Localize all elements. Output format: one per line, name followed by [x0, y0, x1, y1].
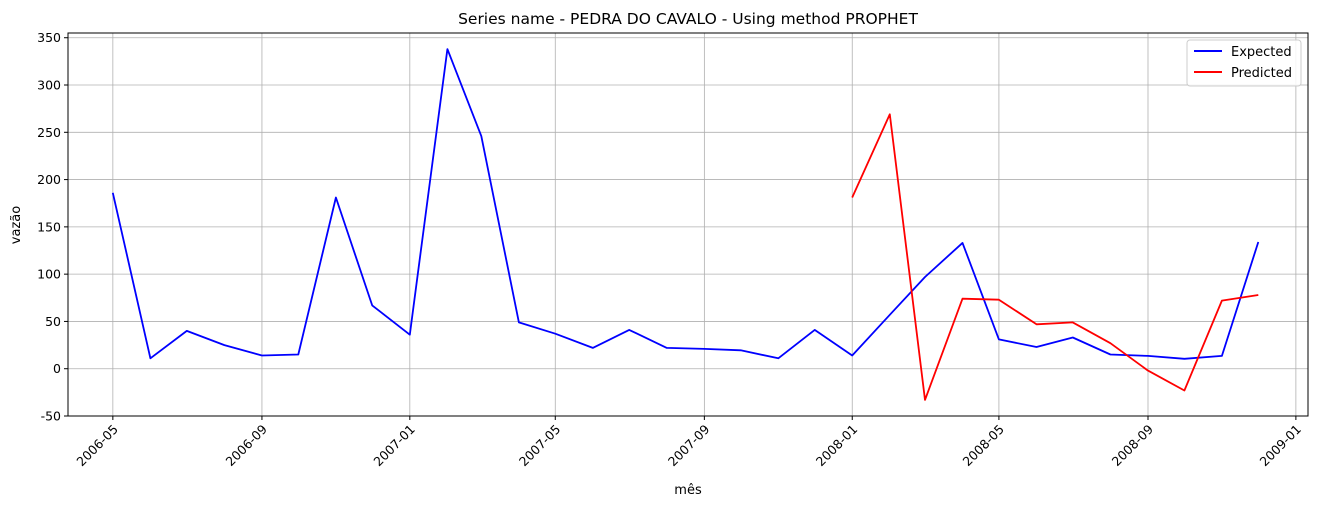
- y-tick-label: 350: [37, 30, 61, 45]
- legend-label-expected: Expected: [1231, 45, 1292, 60]
- y-tick-label: 250: [37, 125, 61, 140]
- legend: Expected Predicted: [1187, 40, 1301, 86]
- y-tick-label: 100: [37, 267, 61, 282]
- y-tick-label: 0: [53, 361, 61, 376]
- y-tick-label: 300: [37, 78, 61, 93]
- x-axis-label: mês: [674, 483, 702, 498]
- y-tick-label: 50: [45, 314, 61, 329]
- y-axis-label: vazão: [9, 206, 24, 244]
- legend-label-predicted: Predicted: [1231, 66, 1292, 81]
- chart-title: Series name - PEDRA DO CAVALO - Using me…: [458, 10, 918, 28]
- y-tick-label: -50: [41, 409, 61, 424]
- y-tick-label: 200: [37, 172, 61, 187]
- y-tick-label: 150: [37, 219, 61, 234]
